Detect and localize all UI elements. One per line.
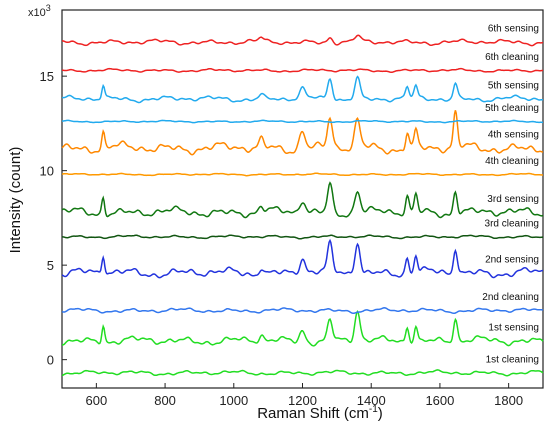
y-tick-label: 10 — [40, 164, 54, 179]
series-label: 5th cleaning — [485, 103, 539, 114]
series-label: 5th sensing — [488, 80, 539, 91]
series-line — [61, 75, 543, 104]
y-axis-title: Intensity (count) — [7, 147, 24, 254]
series-label: 4th sensing — [488, 130, 539, 141]
x-axis-title-sup: -1 — [369, 404, 378, 415]
x-axis-title: Raman Shift (cm-1) — [257, 404, 383, 422]
series-label: 3rd sensing — [487, 194, 539, 205]
series-label: 2nd sensing — [485, 254, 539, 265]
x-tick-label: 1000 — [219, 393, 248, 408]
y-multiplier: x103 — [28, 3, 51, 19]
series-label: 3rd cleaning — [485, 218, 539, 229]
series-line — [61, 119, 543, 124]
series-labels: 1st cleaning 1st sensing 2nd cleaning 2nd s… — [482, 24, 539, 366]
y-tick-label: 5 — [47, 258, 54, 273]
y-tick-label: 15 — [40, 69, 54, 84]
series-line — [62, 309, 544, 347]
series-traces — [61, 34, 544, 377]
x-tick-label: 1600 — [425, 393, 454, 408]
series-line — [61, 110, 544, 156]
x-tick-label: 600 — [86, 393, 108, 408]
x-tick-label: 1800 — [494, 393, 523, 408]
series-label: 1st sensing — [488, 322, 539, 333]
y-tick-label: 0 — [47, 353, 54, 368]
series-line — [61, 172, 543, 177]
y-multiplier-exponent: 3 — [46, 3, 51, 13]
x-axis-title-end: ) — [378, 405, 383, 422]
x-axis-title-main: Raman Shift (cm — [257, 405, 369, 422]
series-label: 2nd cleaning — [482, 292, 539, 303]
x-tick-label: 1200 — [288, 393, 317, 408]
x-tick-label: 800 — [154, 393, 176, 408]
series-line — [62, 234, 544, 240]
series-line — [61, 307, 544, 315]
series-label: 4th cleaning — [485, 156, 539, 167]
x-tick-label: 1400 — [357, 393, 386, 408]
y-axis: 0 5 10 15 — [40, 69, 67, 368]
series-label: 1st cleaning — [486, 354, 539, 365]
series-line — [62, 67, 544, 73]
series-label: 6th cleaning — [485, 52, 539, 63]
series-line — [61, 238, 544, 279]
y-multiplier-base: x10 — [28, 7, 46, 19]
series-label: 6th sensing — [488, 24, 539, 35]
series-line — [61, 181, 544, 219]
series-line — [61, 369, 544, 377]
series-line — [62, 34, 544, 47]
x-axis: 600 800 1000 1200 1400 1600 1800 — [86, 383, 523, 408]
